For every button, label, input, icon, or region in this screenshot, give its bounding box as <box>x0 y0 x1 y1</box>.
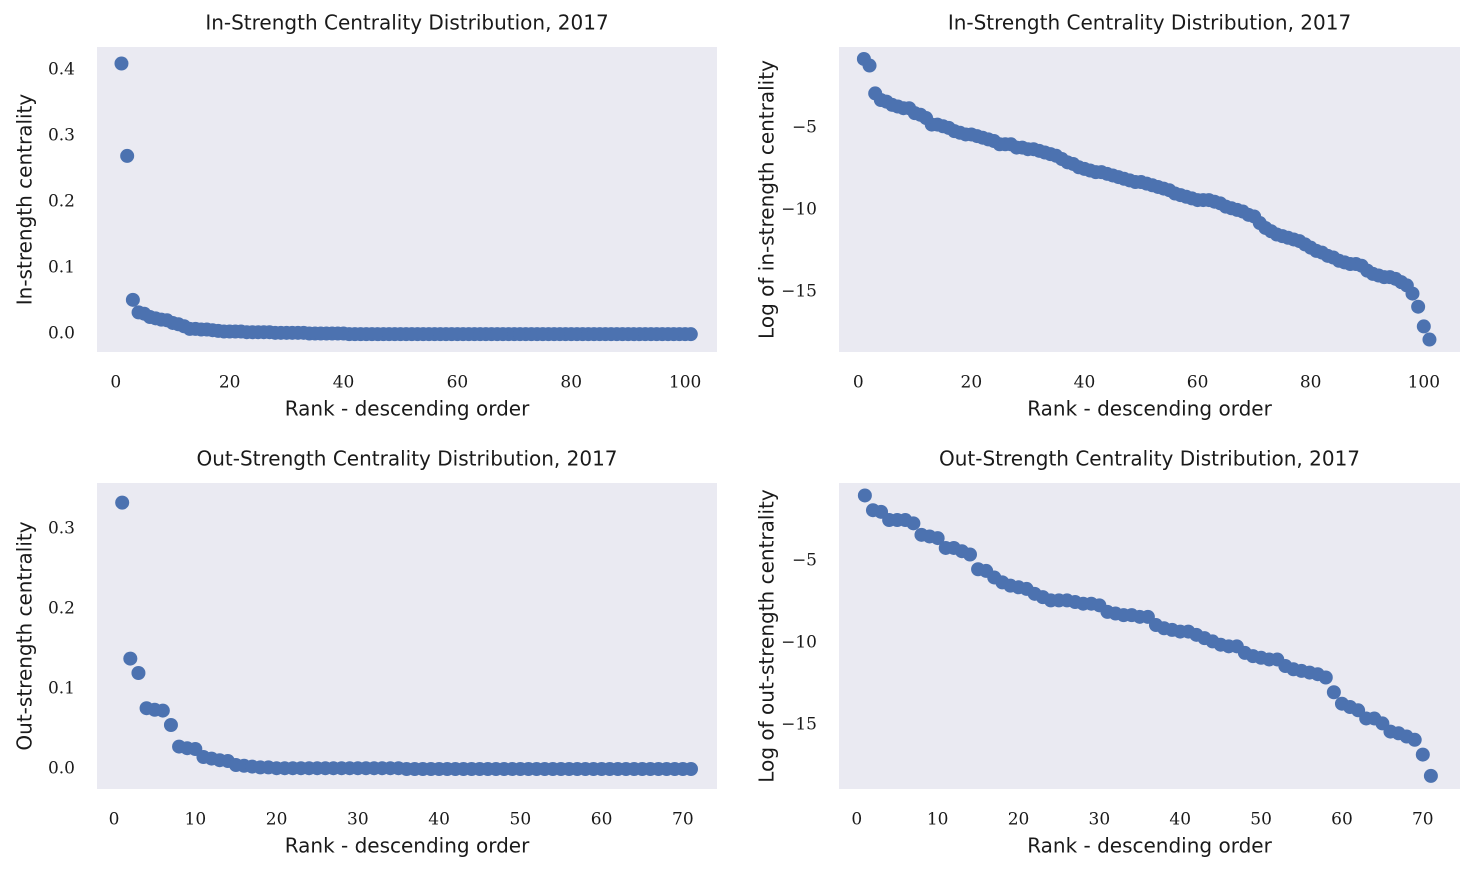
point <box>1415 747 1430 762</box>
y-tick-label: 0.4 <box>48 60 75 80</box>
x-tick-label: 60 <box>1187 373 1209 393</box>
point <box>906 516 921 531</box>
x-tick-label: 20 <box>1008 810 1030 830</box>
point <box>131 666 146 680</box>
y-tick-label: −15 <box>781 281 817 301</box>
point <box>683 327 698 342</box>
x-tick-label: 60 <box>591 810 613 830</box>
y-tick-label: 0.1 <box>48 258 75 278</box>
y-tick-label: 0.0 <box>48 324 75 344</box>
y-tick-label: 0.3 <box>48 126 75 146</box>
x-tick-label: 80 <box>1300 373 1322 393</box>
plot-area <box>97 47 717 352</box>
x-tick-label: 50 <box>510 810 532 830</box>
x-tick-label: 20 <box>266 810 288 830</box>
point <box>683 762 698 776</box>
plot-area <box>97 483 717 789</box>
chart-title: Out-Strength Centrality Distribution, 20… <box>939 447 1360 471</box>
x-tick-label: 0 <box>110 373 121 393</box>
y-axis-label: Log of in-strength centrality <box>755 60 779 339</box>
x-axis-label: Rank - descending order <box>1027 834 1272 858</box>
y-tick-label: −15 <box>781 715 817 735</box>
y-tick-label: −5 <box>792 117 817 137</box>
point <box>120 148 135 163</box>
point <box>1423 768 1438 783</box>
x-tick-label: 40 <box>1169 810 1191 830</box>
x-tick-label: 60 <box>1331 810 1353 830</box>
point <box>125 292 140 307</box>
x-tick-label: 30 <box>347 810 369 830</box>
point <box>962 547 977 562</box>
chart-title: In-Strength Centrality Distribution, 201… <box>205 11 608 35</box>
chart-title: Out-Strength Centrality Distribution, 20… <box>196 447 617 471</box>
y-tick-label: −10 <box>781 199 817 219</box>
y-axis-label: Log of out-strength centrality <box>755 489 779 783</box>
x-tick-label: 70 <box>1412 810 1434 830</box>
point <box>1411 299 1426 314</box>
plot-area <box>839 483 1460 789</box>
point <box>930 531 945 546</box>
x-axis-label: Rank - descending order <box>285 397 530 421</box>
point <box>115 495 130 510</box>
y-tick-label: 0.2 <box>48 599 75 619</box>
point <box>1407 732 1422 747</box>
point <box>1326 685 1341 700</box>
y-tick-label: −10 <box>781 633 817 653</box>
y-tick-label: 0.2 <box>48 192 75 212</box>
y-tick-label: 0.0 <box>48 759 75 779</box>
point <box>163 718 178 732</box>
point <box>1422 332 1437 347</box>
y-axis-label: In-strength centrality <box>13 94 37 306</box>
x-tick-label: 20 <box>961 373 983 393</box>
point <box>1318 670 1333 685</box>
x-tick-label: 60 <box>447 373 469 393</box>
x-tick-label: 40 <box>1074 373 1096 393</box>
y-axis-label: Out-strength centrality <box>13 521 37 750</box>
x-axis-label: Rank - descending order <box>285 834 530 858</box>
x-axis-label: Rank - descending order <box>1027 397 1272 421</box>
x-tick-label: 80 <box>560 373 582 393</box>
x-tick-label: 40 <box>428 810 450 830</box>
x-tick-label: 100 <box>669 373 701 393</box>
x-tick-label: 10 <box>185 810 207 830</box>
point <box>1405 286 1420 301</box>
x-tick-label: 40 <box>333 373 355 393</box>
point <box>1416 319 1431 334</box>
x-tick-label: 100 <box>1408 373 1440 393</box>
x-tick-label: 0 <box>851 810 862 830</box>
x-tick-label: 70 <box>672 810 694 830</box>
y-tick-label: −5 <box>792 551 817 571</box>
x-tick-label: 0 <box>853 373 864 393</box>
point <box>155 703 170 718</box>
y-tick-label: 0.1 <box>48 679 75 699</box>
point <box>114 56 129 71</box>
x-tick-label: 50 <box>1250 810 1272 830</box>
point <box>862 58 877 73</box>
x-tick-label: 10 <box>927 810 949 830</box>
plot-area <box>839 47 1460 352</box>
y-tick-label: 0.3 <box>48 519 75 539</box>
point <box>123 651 138 666</box>
x-tick-label: 20 <box>219 373 241 393</box>
x-tick-label: 30 <box>1089 810 1111 830</box>
chart-title: In-Strength Centrality Distribution, 201… <box>948 11 1351 35</box>
x-tick-label: 0 <box>109 810 120 830</box>
point <box>857 488 872 503</box>
